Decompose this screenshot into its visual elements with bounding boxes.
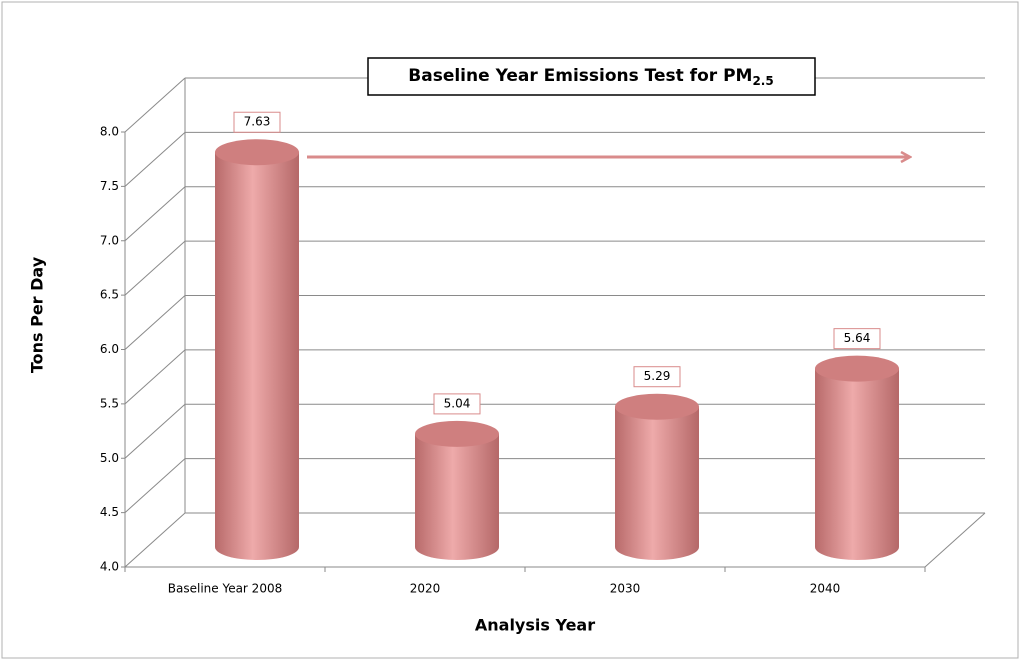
grid-line bbox=[124, 458, 186, 513]
grid-line bbox=[124, 403, 186, 459]
grid-line bbox=[124, 132, 186, 187]
y-tick-label: 6.0 bbox=[100, 342, 119, 356]
data-label-box bbox=[833, 328, 881, 350]
x-tick-label: 2030 bbox=[610, 582, 641, 596]
bar-top bbox=[415, 420, 499, 447]
y-tick-label: 5.5 bbox=[100, 396, 119, 410]
data-label: 5.29 bbox=[644, 369, 671, 383]
plot: 4.0 4.5 5.0 5.5 6.0 6.5 7.0 7.5 8.0 Baseline Year… bbox=[100, 77, 986, 596]
y-axis-label: Tons Per Day bbox=[28, 256, 47, 373]
data-label: 5.04 bbox=[444, 396, 471, 410]
data-label: 7.63 bbox=[244, 115, 271, 129]
cylinder: 5.29 bbox=[615, 366, 699, 560]
bar-top bbox=[215, 139, 299, 166]
x-tick-label: Baseline Year 2008 bbox=[168, 582, 282, 596]
grid-line bbox=[124, 240, 186, 296]
data-label: 5.64 bbox=[844, 331, 871, 345]
bar-top bbox=[615, 393, 699, 420]
grid-line bbox=[124, 295, 186, 350]
data-label-box bbox=[433, 393, 481, 415]
floor-edge bbox=[924, 512, 986, 568]
y-tick-label: 5.0 bbox=[100, 451, 119, 465]
grid-line bbox=[124, 186, 186, 242]
x-tick-label: 2040 bbox=[810, 582, 841, 596]
title-main: Baseline Year Emissions Test for PM bbox=[408, 66, 752, 86]
data-label-box bbox=[633, 366, 681, 388]
x-tick-label: 2020 bbox=[410, 582, 441, 596]
bar bbox=[615, 406, 699, 560]
title-subscript: 2.5 bbox=[752, 74, 773, 88]
grid-line bbox=[124, 77, 186, 133]
bar bbox=[815, 368, 899, 560]
y-tick-label: 7.5 bbox=[100, 179, 119, 193]
y-tick-label: 8.0 bbox=[100, 125, 119, 139]
cylinder: 5.04 bbox=[415, 393, 499, 560]
y-tick-label: 4.0 bbox=[100, 560, 119, 574]
title-box bbox=[367, 57, 816, 96]
cylinder: 5.64 bbox=[815, 328, 899, 560]
bar bbox=[215, 152, 299, 561]
y-tick-label: 4.5 bbox=[100, 505, 119, 519]
y-tick-label: 7.0 bbox=[100, 233, 119, 247]
bar-top bbox=[815, 355, 899, 382]
data-label-box bbox=[233, 111, 281, 133]
grid-line bbox=[124, 349, 186, 405]
cylinder: 7.63 bbox=[215, 111, 299, 561]
chart-title: Baseline Year Emissions Test for PM2.5 bbox=[408, 66, 773, 88]
grid-line bbox=[124, 512, 186, 568]
y-tick-label: 6.5 bbox=[100, 288, 119, 302]
x-axis-label: Analysis Year bbox=[475, 616, 595, 635]
bar bbox=[415, 433, 499, 560]
